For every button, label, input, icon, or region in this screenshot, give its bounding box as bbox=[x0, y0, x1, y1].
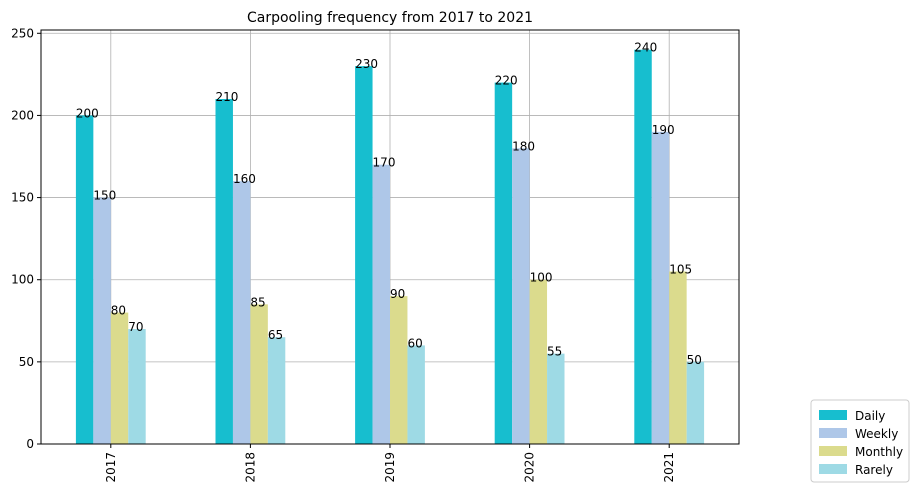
data-label: 65 bbox=[268, 328, 283, 342]
x-tick-label: 2021 bbox=[662, 452, 676, 483]
bar-monthly-2017 bbox=[110, 312, 129, 444]
legend-swatch bbox=[819, 464, 847, 474]
plot-frame bbox=[40, 29, 740, 445]
bar-daily-2018 bbox=[215, 99, 233, 444]
data-label: 200 bbox=[76, 106, 99, 120]
y-tick-label: 50 bbox=[19, 355, 34, 369]
data-label: 60 bbox=[407, 336, 422, 350]
legend-label: Rarely bbox=[855, 463, 893, 477]
y-tick-label: 150 bbox=[11, 191, 34, 205]
bar-weekly-2021 bbox=[651, 131, 670, 444]
legend-swatch bbox=[819, 446, 847, 456]
legend-label: Daily bbox=[855, 409, 885, 423]
data-label: 85 bbox=[250, 295, 265, 309]
y-tick-label: 0 bbox=[26, 437, 34, 451]
data-label: 230 bbox=[355, 57, 378, 71]
data-label: 90 bbox=[390, 287, 405, 301]
data-label: 210 bbox=[216, 90, 239, 104]
legend-label: Weekly bbox=[855, 427, 898, 441]
bar-monthly-2021 bbox=[669, 271, 687, 444]
data-label: 240 bbox=[634, 41, 657, 55]
bar-weekly-2018 bbox=[232, 181, 251, 444]
bar-rarely-2018 bbox=[267, 337, 286, 444]
x-tick-label: 2017 bbox=[104, 452, 118, 483]
legend-swatch bbox=[819, 410, 847, 420]
x-tick-label: 2020 bbox=[523, 452, 537, 483]
y-tick-label: 250 bbox=[11, 26, 34, 40]
bar-daily-2021 bbox=[634, 49, 652, 444]
bar-monthly-2019 bbox=[390, 296, 408, 444]
data-label: 160 bbox=[233, 172, 256, 186]
data-label: 190 bbox=[652, 123, 675, 137]
data-label: 150 bbox=[93, 189, 116, 203]
bar-rarely-2019 bbox=[407, 345, 425, 444]
bar-daily-2017 bbox=[75, 115, 94, 444]
x-tick-label: 2018 bbox=[243, 452, 257, 483]
y-tick-label: 200 bbox=[11, 108, 34, 122]
data-label: 220 bbox=[495, 74, 518, 88]
data-label: 180 bbox=[512, 139, 535, 153]
chart-title: Carpooling frequency from 2017 to 2021 bbox=[247, 10, 533, 26]
bar-rarely-2020 bbox=[547, 353, 565, 444]
bar-monthly-2020 bbox=[529, 279, 548, 444]
data-label: 170 bbox=[373, 156, 396, 170]
legend-swatch bbox=[819, 428, 847, 438]
x-tick-label: 2019 bbox=[383, 452, 397, 483]
data-label: 100 bbox=[530, 271, 553, 285]
bars bbox=[75, 49, 705, 445]
bar-weekly-2020 bbox=[512, 148, 530, 445]
data-label: 55 bbox=[547, 345, 562, 359]
data-label: 80 bbox=[111, 304, 126, 318]
bar-monthly-2018 bbox=[250, 304, 268, 444]
data-label: 105 bbox=[669, 263, 692, 277]
legend: Daily Weekly Monthly Rarely bbox=[810, 399, 910, 483]
legend-box bbox=[810, 399, 910, 483]
axes: 0 50 100 150 200 250 2017 2018 2019 2020 2021 bbox=[11, 26, 740, 483]
legend-label: Monthly bbox=[855, 445, 903, 459]
data-label: 70 bbox=[128, 320, 143, 334]
bar-rarely-2017 bbox=[128, 329, 146, 444]
y-tick-label: 100 bbox=[11, 273, 34, 287]
bar-daily-2020 bbox=[494, 82, 513, 445]
bar-weekly-2019 bbox=[372, 164, 390, 444]
data-label: 50 bbox=[687, 353, 702, 367]
bar-daily-2019 bbox=[355, 66, 373, 445]
bar-weekly-2017 bbox=[93, 197, 111, 444]
bar-rarely-2021 bbox=[686, 361, 705, 444]
data-labels: 200 210 230 220 240 150 160 170 180 190 80 85 90 100 1… bbox=[76, 41, 702, 367]
